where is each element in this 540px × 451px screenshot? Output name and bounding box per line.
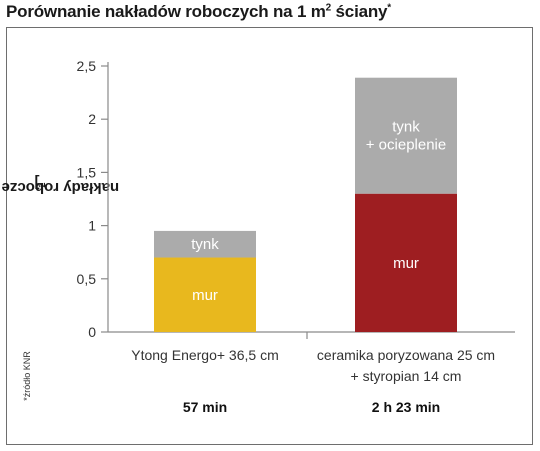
y-tick-label: 0: [88, 324, 96, 340]
x-category-label: + styropian 14 cm: [351, 368, 462, 384]
bar-segment: [154, 230, 256, 258]
bar-segment: [355, 77, 457, 194]
y-tick-label: 1: [88, 218, 96, 234]
x-category-label: Ytong Energo+ 36,5 cm: [131, 347, 279, 363]
bar-segment-label: tynk: [392, 119, 420, 136]
work-time-label: 2 h 23 min: [372, 399, 440, 415]
bar-segment-label: mur: [393, 255, 419, 272]
bar-segment: [154, 257, 256, 332]
y-tick-label: 1,5: [77, 164, 97, 180]
work-time-label: 57 min: [183, 399, 227, 415]
bar-segment: [355, 193, 457, 332]
x-category-label: ceramika poryzowana 25 cm: [317, 347, 495, 363]
chart-title: Porównanie nakładów roboczych na 1 m2 śc…: [6, 2, 391, 21]
bar-segment-label: + ocieplenie: [366, 137, 446, 154]
bar-segment-label: tynk: [191, 236, 219, 253]
y-tick-label: 0,5: [77, 271, 97, 287]
y-tick-label: 2: [88, 111, 96, 127]
y-tick-label: 2,5: [77, 58, 97, 74]
chart-frame: [6, 27, 533, 445]
bar-segment-label: mur: [192, 287, 218, 304]
